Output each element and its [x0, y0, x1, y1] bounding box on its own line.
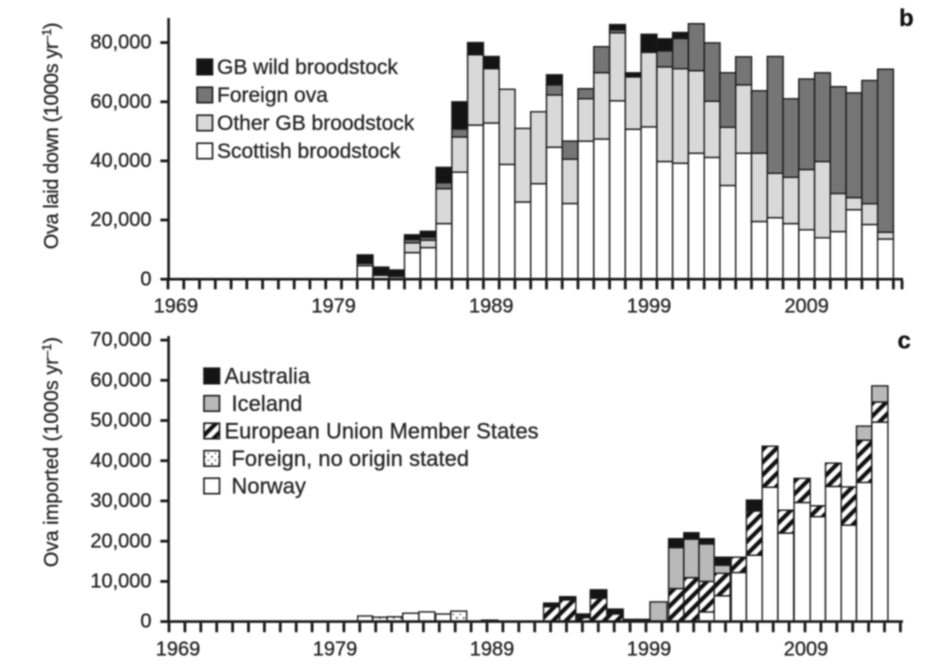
svg-text:c: c	[898, 328, 911, 355]
svg-text:Iceland: Iceland	[232, 391, 303, 416]
svg-text:0: 0	[140, 611, 151, 633]
svg-text:1969: 1969	[154, 296, 199, 318]
svg-text:Scottish broodstock: Scottish broodstock	[217, 140, 401, 163]
svg-text:European Union Member States: European Union Member States	[225, 418, 539, 443]
svg-text:40,000: 40,000	[90, 150, 151, 172]
svg-text:50,000: 50,000	[90, 410, 151, 432]
svg-text:Ova imported (1000s yr–1): Ova imported (1000s yr–1)	[39, 337, 63, 567]
svg-text:40,000: 40,000	[90, 450, 151, 472]
svg-text:1979: 1979	[311, 296, 356, 318]
svg-text:10,000: 10,000	[90, 571, 151, 593]
svg-text:80,000: 80,000	[90, 32, 151, 54]
svg-text:30,000: 30,000	[90, 490, 151, 512]
svg-text:60,000: 60,000	[90, 91, 151, 113]
svg-text:Foreign, no origin stated: Foreign, no origin stated	[232, 446, 470, 471]
svg-text:0: 0	[140, 268, 151, 290]
svg-text:GB wild broodstock: GB wild broodstock	[217, 56, 398, 79]
svg-text:20,000: 20,000	[90, 530, 151, 552]
svg-text:Norway: Norway	[232, 473, 306, 498]
svg-text:1989: 1989	[469, 296, 514, 318]
svg-text:Australia: Australia	[225, 363, 311, 388]
svg-text:70,000: 70,000	[90, 329, 151, 351]
svg-text:Foreign ova: Foreign ova	[217, 84, 328, 107]
svg-text:2009: 2009	[784, 639, 829, 661]
svg-text:1999: 1999	[627, 639, 672, 661]
svg-text:60,000: 60,000	[90, 369, 151, 391]
svg-text:Ova laid down (1000s yr–1): Ova laid down (1000s yr–1)	[39, 23, 63, 249]
svg-text:20,000: 20,000	[90, 209, 151, 231]
svg-text:1969: 1969	[156, 639, 201, 661]
svg-text:2009: 2009	[784, 296, 829, 318]
svg-text:Other GB broodstock: Other GB broodstock	[217, 112, 415, 135]
svg-text:1999: 1999	[627, 296, 672, 318]
svg-text:1989: 1989	[470, 639, 515, 661]
svg-text:b: b	[899, 5, 914, 32]
svg-text:1979: 1979	[313, 639, 358, 661]
